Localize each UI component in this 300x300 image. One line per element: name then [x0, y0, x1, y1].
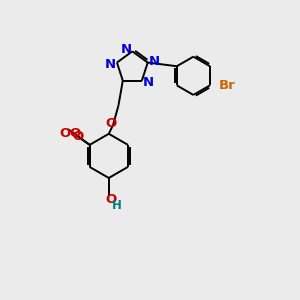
Text: O: O — [69, 127, 81, 140]
Text: N: N — [149, 55, 160, 68]
Text: O: O — [72, 130, 83, 143]
Text: N: N — [143, 76, 154, 88]
Text: O: O — [106, 193, 117, 206]
Text: H: H — [112, 199, 122, 212]
Text: N: N — [105, 58, 116, 70]
Text: Br: Br — [219, 79, 236, 92]
Text: O: O — [59, 127, 70, 140]
Text: O: O — [105, 117, 116, 130]
Text: N: N — [120, 44, 131, 56]
